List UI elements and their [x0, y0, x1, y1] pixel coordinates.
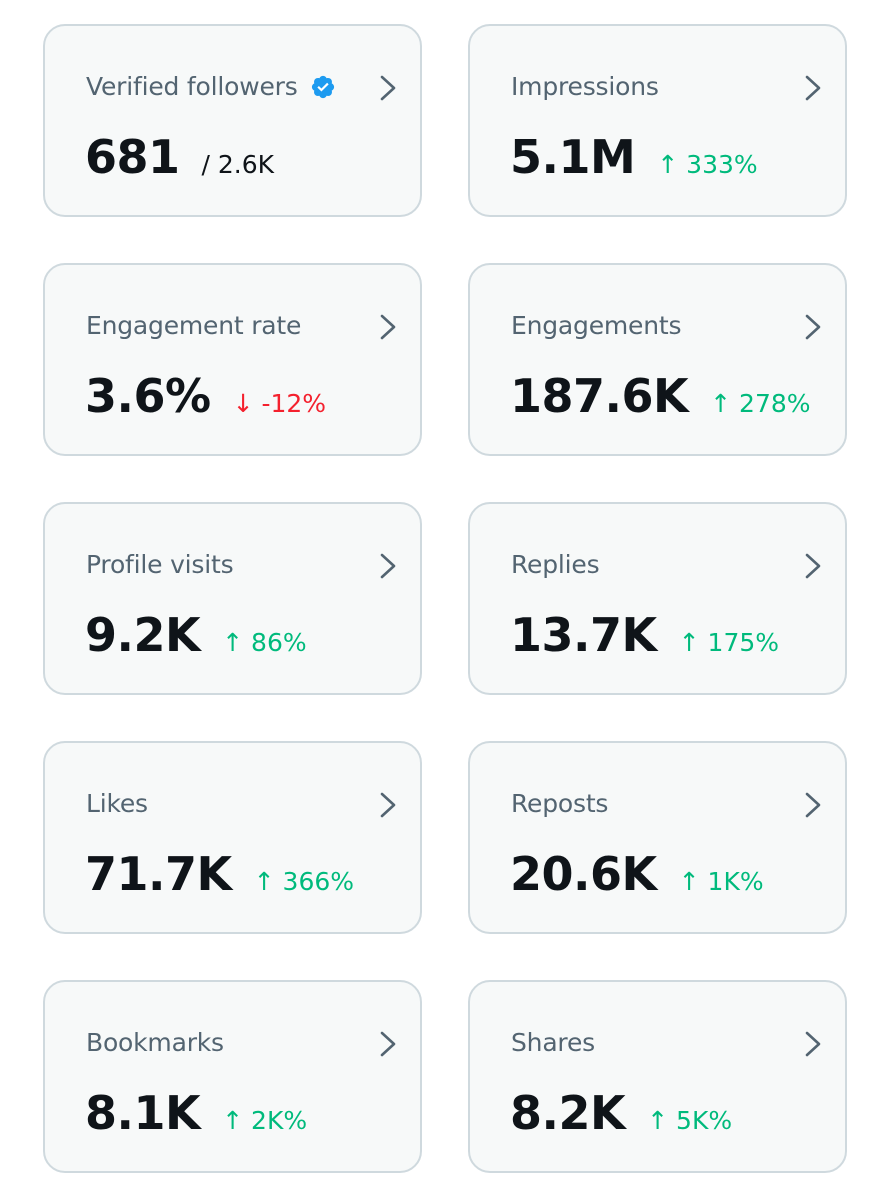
- change-indicator: ↓ -12%: [232, 389, 327, 418]
- metric-value: 71.7K: [85, 847, 232, 901]
- metric-total: / 2.6K: [201, 150, 275, 179]
- metric-value: 13.7K: [510, 608, 657, 662]
- chevron-right-icon[interactable]: [803, 552, 823, 580]
- metric-value: 20.6K: [510, 847, 657, 901]
- value-row: 9.2K ↑ 86%: [85, 612, 307, 658]
- change-indicator: ↑ 366%: [253, 867, 355, 896]
- value-row: 8.1K ↑ 2K%: [85, 1090, 307, 1136]
- metric-card-verified-followers[interactable]: Verified followers 681 / 2.6K: [43, 24, 422, 217]
- change-indicator: ↑ 5K%: [647, 1106, 733, 1135]
- change-indicator: ↑ 1K%: [678, 867, 764, 896]
- value-row: 20.6K ↑ 1K%: [510, 851, 764, 897]
- card-title: Profile visits: [86, 550, 234, 579]
- card-title: Shares: [511, 1028, 595, 1057]
- metric-value: 187.6K: [510, 369, 689, 423]
- chevron-right-icon[interactable]: [803, 313, 823, 341]
- metric-card-reposts[interactable]: Reposts 20.6K ↑ 1K%: [468, 741, 847, 934]
- card-title: Likes: [86, 789, 148, 818]
- metric-card-profile-visits[interactable]: Profile visits 9.2K ↑ 86%: [43, 502, 422, 695]
- value-row: 187.6K ↑ 278%: [510, 373, 811, 419]
- metric-card-replies[interactable]: Replies 13.7K ↑ 175%: [468, 502, 847, 695]
- value-row: 5.1M ↑ 333%: [510, 134, 758, 180]
- chevron-right-icon[interactable]: [803, 791, 823, 819]
- metric-card-bookmarks[interactable]: Bookmarks 8.1K ↑ 2K%: [43, 980, 422, 1173]
- chevron-right-icon[interactable]: [378, 74, 398, 102]
- chevron-right-icon[interactable]: [378, 1030, 398, 1058]
- metric-value: 681: [85, 130, 180, 184]
- chevron-right-icon[interactable]: [803, 1030, 823, 1058]
- value-row: 71.7K ↑ 366%: [85, 851, 354, 897]
- card-title: Verified followers: [86, 72, 336, 101]
- metric-card-engagement-rate[interactable]: Engagement rate 3.6% ↓ -12%: [43, 263, 422, 456]
- metric-card-impressions[interactable]: Impressions 5.1M ↑ 333%: [468, 24, 847, 217]
- card-title: Impressions: [511, 72, 659, 101]
- card-title: Reposts: [511, 789, 609, 818]
- chevron-right-icon[interactable]: [378, 791, 398, 819]
- metric-value: 8.1K: [85, 1086, 201, 1140]
- value-row: 3.6% ↓ -12%: [85, 373, 326, 419]
- chevron-right-icon[interactable]: [803, 74, 823, 102]
- card-title: Bookmarks: [86, 1028, 224, 1057]
- value-row: 681 / 2.6K: [85, 134, 274, 180]
- card-title: Engagements: [511, 311, 682, 340]
- metric-value: 9.2K: [85, 608, 201, 662]
- change-indicator: ↑ 278%: [710, 389, 811, 418]
- metric-card-shares[interactable]: Shares 8.2K ↑ 5K%: [468, 980, 847, 1173]
- change-indicator: ↑ 2K%: [222, 1106, 308, 1135]
- change-indicator: ↑ 333%: [657, 150, 758, 179]
- metric-value: 8.2K: [510, 1086, 626, 1140]
- metric-card-likes[interactable]: Likes 71.7K ↑ 366%: [43, 741, 422, 934]
- change-indicator: ↑ 175%: [678, 628, 780, 657]
- change-indicator: ↑ 86%: [222, 628, 307, 657]
- chevron-right-icon[interactable]: [378, 552, 398, 580]
- metric-card-engagements[interactable]: Engagements 187.6K ↑ 278%: [468, 263, 847, 456]
- card-title: Engagement rate: [86, 311, 302, 340]
- value-row: 8.2K ↑ 5K%: [510, 1090, 732, 1136]
- card-title: Replies: [511, 550, 600, 579]
- metric-value: 5.1M: [510, 130, 636, 184]
- card-title-label: Verified followers: [86, 72, 298, 101]
- verified-badge-icon: [310, 74, 336, 100]
- value-row: 13.7K ↑ 175%: [510, 612, 779, 658]
- chevron-right-icon[interactable]: [378, 313, 398, 341]
- metric-value: 3.6%: [85, 369, 211, 423]
